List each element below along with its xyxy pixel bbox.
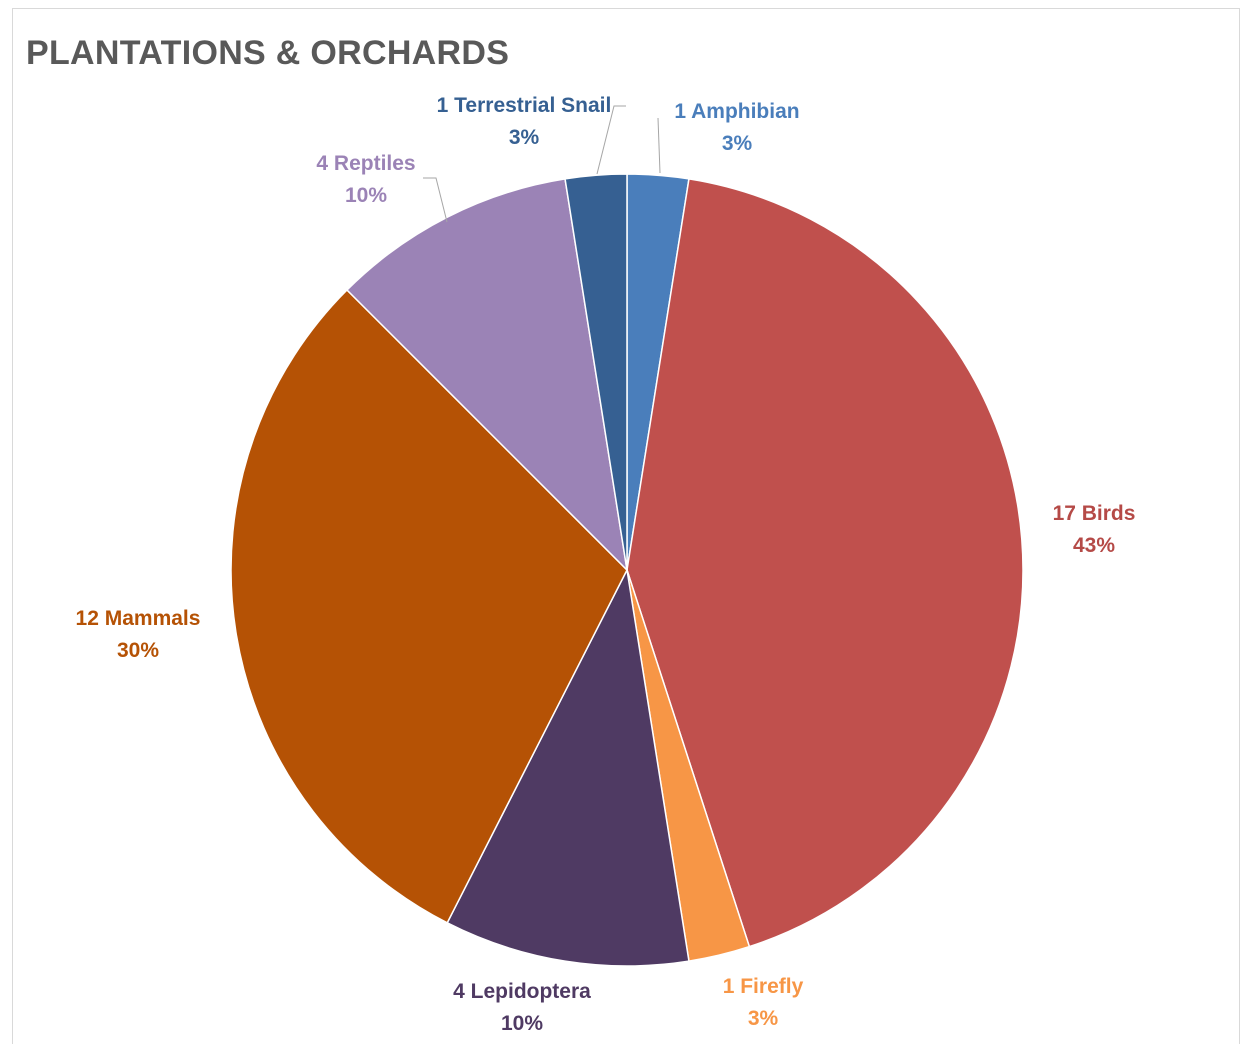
data-label-terrestrial-snail: 1 Terrestrial Snail 3% bbox=[437, 94, 612, 149]
data-label-reptiles: 4 Reptiles 10% bbox=[316, 152, 415, 207]
pie-slice-birds bbox=[626, 178, 1024, 948]
data-label-birds: 17 Birds 43% bbox=[1053, 502, 1136, 557]
leader-line-terrestrial-snail bbox=[596, 105, 626, 175]
pie-slice-terrestrial-snail bbox=[564, 173, 628, 571]
data-labels: 1 Amphibian 3% 17 Birds 43% 1 Firefly 3% 4 Lep… bbox=[76, 94, 1136, 1035]
pie-slice-reptiles bbox=[345, 178, 629, 573]
data-label-mammals: 12 Mammals 30% bbox=[76, 607, 201, 662]
chart-title: PLANTATIONS & ORCHARDS bbox=[26, 34, 510, 72]
data-label-firefly: 1 Firefly 3% bbox=[723, 975, 804, 1030]
data-label-amphibian: 1 Amphibian 3% bbox=[674, 100, 799, 155]
pie-slice-lepidoptera bbox=[446, 567, 690, 967]
pie-slice-mammals bbox=[230, 288, 628, 924]
pie-slices bbox=[230, 173, 1024, 967]
leader-line-reptiles bbox=[423, 177, 448, 223]
leader-line-amphibian bbox=[657, 117, 661, 174]
data-label-lepidoptera: 4 Lepidoptera 10% bbox=[453, 980, 591, 1035]
leader-lines bbox=[423, 105, 661, 223]
